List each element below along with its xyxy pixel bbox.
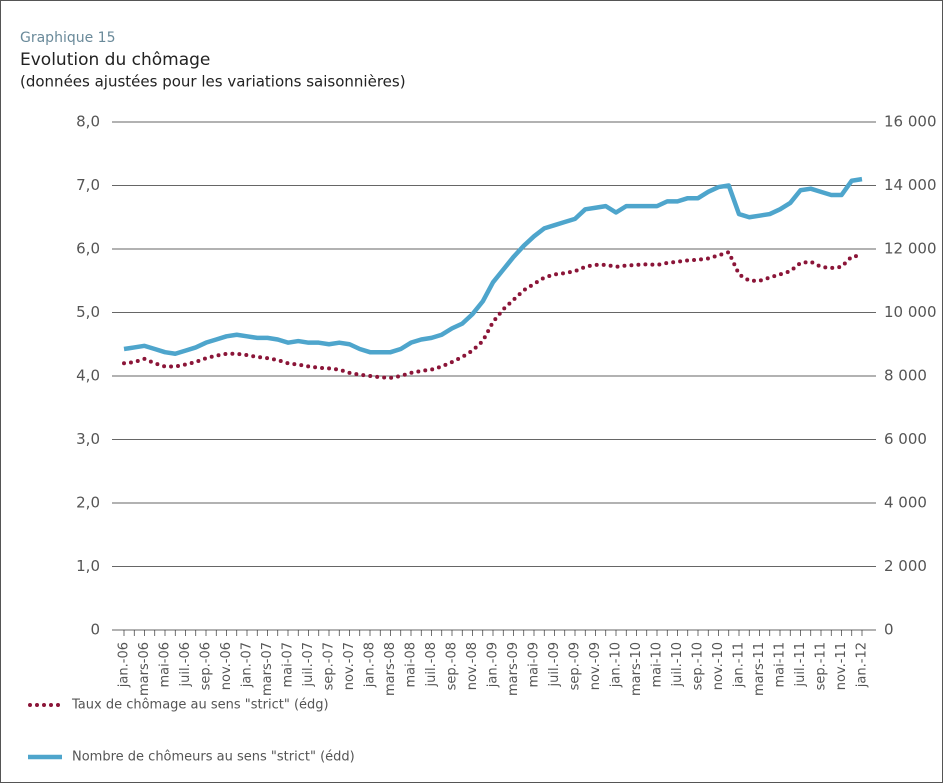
x-tick-label: nov.-11 — [834, 642, 849, 690]
series-line — [123, 176, 863, 357]
x-tick-label: sep.-09 — [568, 642, 583, 690]
y-tick-label: 7,0 — [76, 176, 100, 194]
x-tick-label: juil.-06 — [178, 642, 193, 687]
x-tick-label: jan.-09 — [486, 642, 501, 688]
x-tick-label: juil.-11 — [793, 642, 808, 687]
x-tick-label: jan.-07 — [240, 642, 255, 688]
y-tick-label: 2,0 — [76, 494, 100, 512]
y2-tick-label: 4 000 — [884, 494, 927, 512]
x-tick-label: mars-10 — [629, 642, 644, 696]
y-tick-label: 1,0 — [76, 557, 100, 575]
x-tick-label: juil.-10 — [670, 642, 685, 687]
x-tick-label: mars-11 — [752, 642, 767, 696]
legend-label: Nombre de chômeurs au sens "strict" (édd… — [72, 750, 355, 765]
x-tick-label: nov.-06 — [219, 642, 234, 690]
x-tick-label: sep.-07 — [322, 642, 337, 690]
y2-tick-label: 6 000 — [884, 430, 927, 448]
y2-tick-label: 16 000 — [884, 113, 937, 131]
y2-tick-label: 2 000 — [884, 557, 927, 575]
x-tick-label: juil.-09 — [547, 642, 562, 687]
y2-tick-label: 14 000 — [884, 176, 937, 194]
x-tick-label: sep.-11 — [814, 642, 829, 690]
x-tick-label: nov.-09 — [588, 642, 603, 690]
chart-title: Evolution du chômage — [20, 50, 210, 70]
y2-tick-label: 12 000 — [884, 240, 937, 258]
y2-tick-label: 10 000 — [884, 303, 937, 321]
y-tick-label: 6,0 — [76, 240, 100, 258]
x-tick-label: mars-07 — [260, 642, 275, 696]
y-tick-label: 3,0 — [76, 430, 100, 448]
legend-label: Taux de chômage au sens "strict" (édg) — [71, 698, 329, 713]
x-tick-label: mars-06 — [137, 642, 152, 696]
y-tick-label: 0 — [90, 621, 100, 639]
x-tick-label: jan.-11 — [732, 642, 747, 688]
y2-tick-label: 0 — [884, 621, 894, 639]
x-tick-label: juil.-08 — [424, 642, 439, 687]
x-tick-label: mars-08 — [383, 642, 398, 696]
series-line — [122, 250, 864, 380]
y-tick-label: 5,0 — [76, 303, 100, 321]
x-tick-label: jan.-08 — [363, 642, 378, 688]
x-tick-label: nov.-10 — [711, 642, 726, 690]
x-tick-label: mai-10 — [650, 642, 665, 687]
x-tick-label: jan.-06 — [117, 642, 132, 688]
x-tick-label: mai-08 — [404, 642, 419, 687]
x-tick-label: mai-06 — [158, 642, 173, 687]
x-tick-label: mai-11 — [773, 642, 788, 687]
x-tick-label: sep.-08 — [445, 642, 460, 690]
x-tick-label: sep.-06 — [199, 642, 214, 690]
x-tick-label: jan.-10 — [609, 642, 624, 688]
chart-subtitle: (données ajustées pour les variations sa… — [20, 73, 406, 91]
y2-tick-label: 8 000 — [884, 367, 927, 385]
x-tick-label: mars-09 — [506, 642, 521, 696]
x-tick-label: mai-09 — [527, 642, 542, 687]
x-tick-label: jan.-12 — [855, 642, 870, 688]
chart-supertitle: Graphique 15 — [20, 30, 115, 46]
x-tick-label: nov.-07 — [342, 642, 357, 690]
x-tick-label: sep.-10 — [691, 642, 706, 690]
x-tick-label: mai-07 — [281, 642, 296, 687]
y-tick-label: 4,0 — [76, 367, 100, 385]
x-tick-label: juil.-07 — [301, 642, 316, 687]
y-tick-label: 8,0 — [76, 113, 100, 131]
x-tick-label: nov.-08 — [465, 642, 480, 690]
